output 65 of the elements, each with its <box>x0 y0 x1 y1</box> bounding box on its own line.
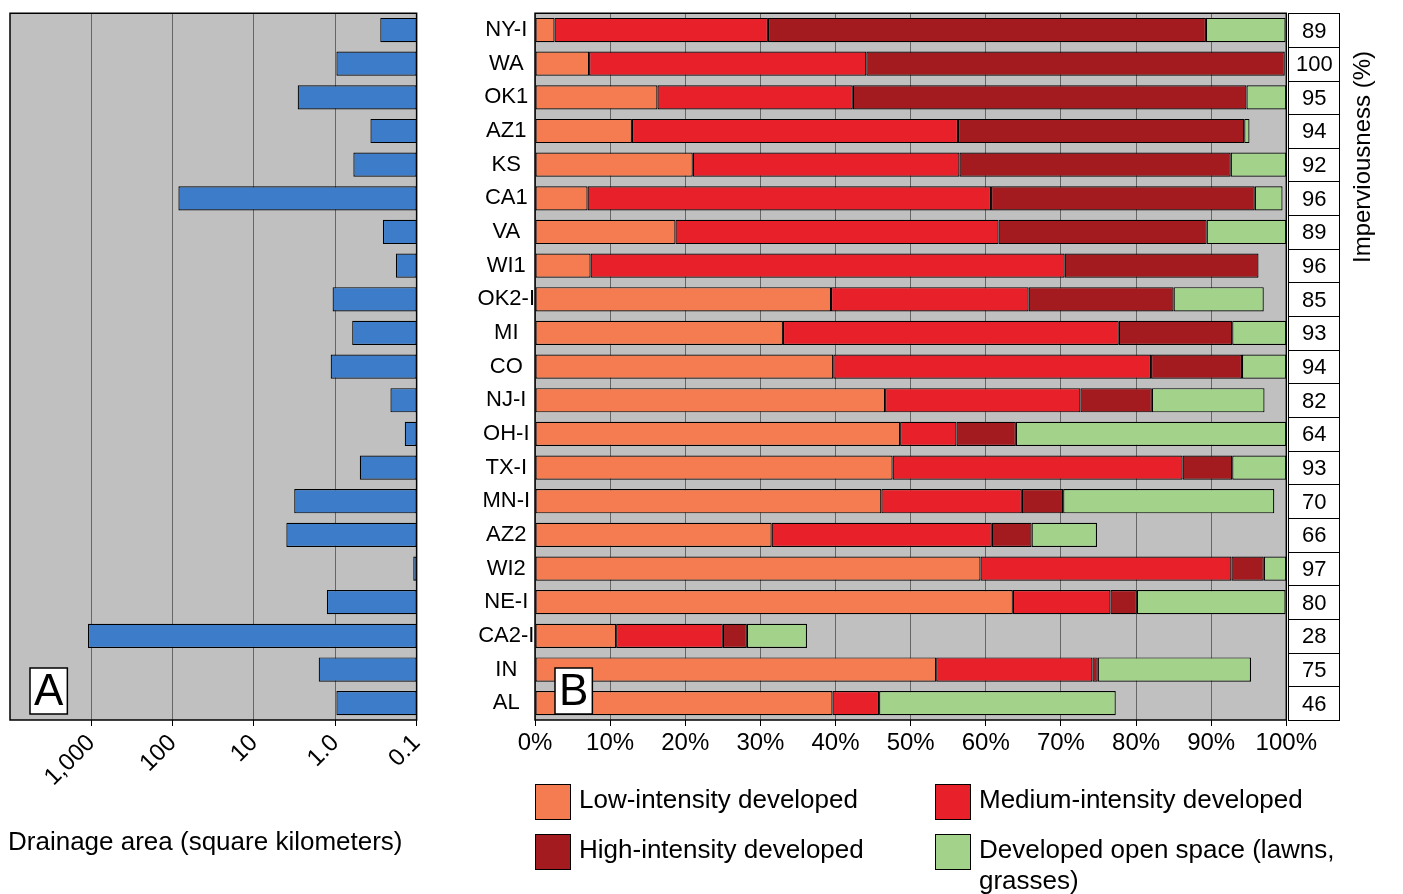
x-tick-label: 30% <box>736 728 785 756</box>
y-tick-label: CO <box>489 352 523 378</box>
y-tick-label: TX-I <box>485 453 528 479</box>
annotation: B <box>559 665 589 715</box>
y-tick-label: NJ-I <box>486 386 527 412</box>
x-tick-label: 0% <box>517 728 553 756</box>
x-tick-label: 70% <box>1036 728 1085 756</box>
y-tick-label: KS <box>491 150 521 176</box>
text: 66 <box>1288 518 1340 553</box>
y-tick-label: WA <box>488 49 524 75</box>
y-tick-label: WI2 <box>486 554 526 580</box>
y-tick-label: AZ2 <box>486 520 527 546</box>
x-tick-label: 100% <box>1255 728 1317 756</box>
legend-label: Developed open space (lawns, grasses) <box>979 834 1336 894</box>
y-tick-label: IN <box>495 655 518 681</box>
y-tick-label: MI <box>494 319 519 345</box>
y-tick-label: OH-I <box>483 419 530 445</box>
text: 93 <box>1288 451 1340 485</box>
x-tick-label: 20% <box>661 728 710 756</box>
y-tick-label: CA2-I <box>478 621 535 647</box>
text: 46 <box>1288 686 1340 721</box>
y-tick-label: CA1 <box>484 184 528 210</box>
text: 100 <box>1288 47 1340 81</box>
x-tick-label: 10% <box>586 728 635 756</box>
x-tick-label: 0.1 <box>382 728 425 771</box>
text: 92 <box>1288 148 1340 182</box>
y-tick-label: OK1 <box>484 83 529 109</box>
text: 85 <box>1288 282 1340 317</box>
text: 75 <box>1288 653 1340 687</box>
y-tick-label: AL <box>492 689 520 715</box>
y-tick-label: NE-I <box>484 588 529 614</box>
text: 89 <box>1288 215 1340 250</box>
text: 64 <box>1288 417 1340 452</box>
legend-label: Low-intensity developed <box>579 784 858 815</box>
y-tick-label: WI1 <box>486 251 526 277</box>
text: 93 <box>1288 316 1340 351</box>
x-tick-label: 10 <box>224 728 263 767</box>
text: Imperviousness (%) <box>1348 51 1377 264</box>
x-tick-label: 40% <box>811 728 860 756</box>
x-tick-label: 90% <box>1187 728 1236 756</box>
text: 28 <box>1288 619 1340 654</box>
text: 70 <box>1288 484 1340 519</box>
x-tick-label: 60% <box>961 728 1010 756</box>
text: 97 <box>1288 552 1340 586</box>
y-tick-label: AZ1 <box>486 117 527 143</box>
y-tick-label: VA <box>492 218 521 244</box>
text: 94 <box>1288 114 1340 149</box>
text: 96 <box>1288 181 1340 216</box>
x-tick-label: 50% <box>886 728 935 756</box>
x-tick-label: 80% <box>1112 728 1161 756</box>
legend-label: Medium-intensity developed <box>979 784 1303 815</box>
x-tick-label: 1.0 <box>300 728 344 771</box>
y-tick-label: NY-I <box>485 16 528 42</box>
text: 95 <box>1288 81 1340 115</box>
text: 96 <box>1288 249 1340 283</box>
legend-label: High-intensity developed <box>579 834 864 865</box>
annotation: A <box>34 665 64 715</box>
text: 94 <box>1288 350 1340 384</box>
x-axis-title: Drainage area (square kilometers) <box>8 826 403 857</box>
text: 80 <box>1288 585 1340 620</box>
text: 82 <box>1288 383 1340 418</box>
x-tick-label: 100 <box>133 728 181 776</box>
y-tick-label: MN-I <box>482 487 531 513</box>
text: 89 <box>1288 13 1340 48</box>
y-tick-label: OK2-I <box>477 285 535 311</box>
